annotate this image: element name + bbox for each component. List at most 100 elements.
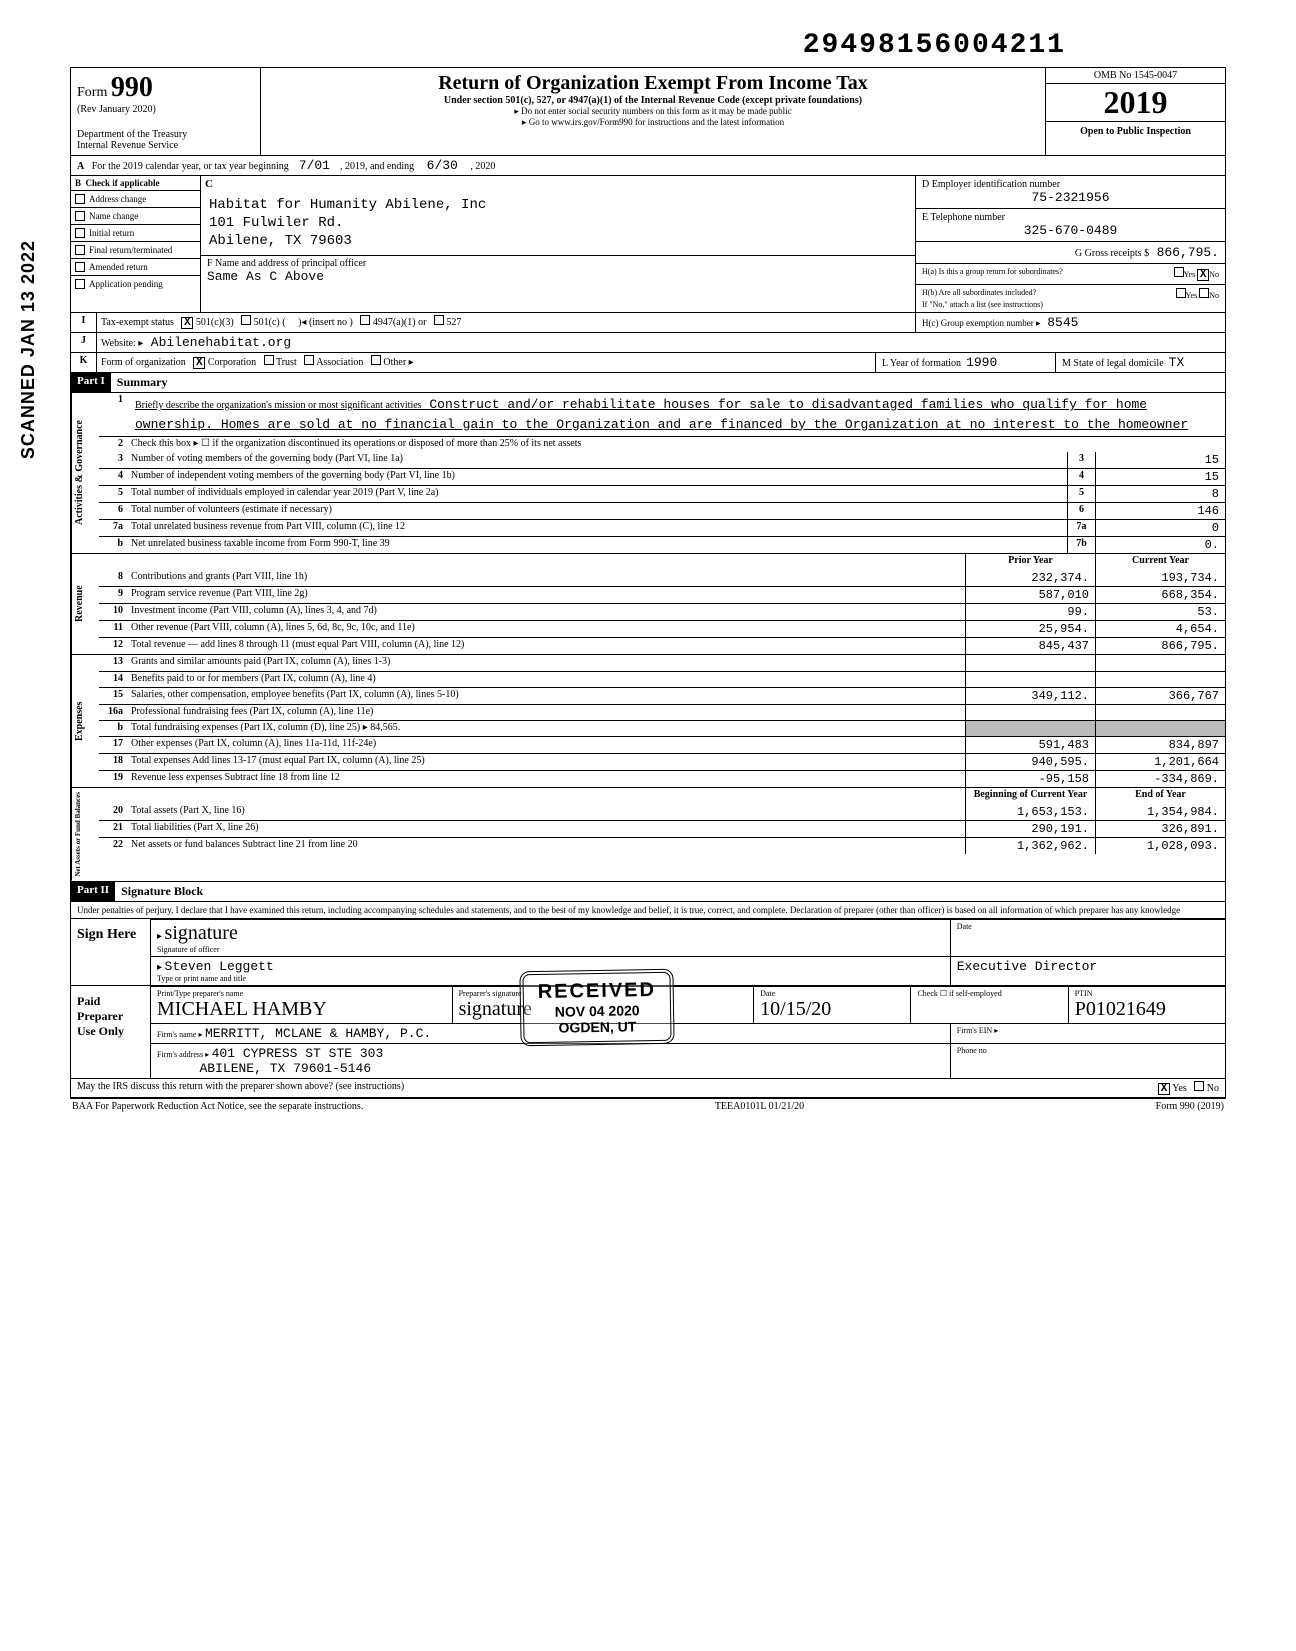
hc-value: 8545: [1047, 315, 1078, 330]
form-label: Form: [77, 85, 107, 100]
form-subtitle: Under section 501(c), 527, or 4947(a)(1)…: [265, 95, 1041, 106]
hb-no: No: [1209, 291, 1219, 300]
ptin-label: PTIN: [1075, 989, 1219, 998]
officer-signature: signature: [165, 922, 238, 944]
line1-lead: Briefly describe the organization's miss…: [135, 400, 422, 411]
checkbox-name-change[interactable]: [75, 211, 85, 221]
i-501c-box[interactable]: [241, 315, 251, 325]
hc-label: H(c) Group exemption number ▸: [922, 318, 1041, 328]
table-row: 13 Grants and similar amounts paid (Part…: [99, 655, 1225, 671]
sig-officer-label: Signature of officer: [157, 945, 944, 954]
scanned-stamp: SCANNED JAN 13 2022: [18, 240, 39, 459]
gov-tab: Activities & Governance: [71, 393, 99, 553]
k-label: Form of organization: [101, 357, 186, 368]
b-header: Check if applicable: [86, 178, 160, 188]
table-row: 20 Total assets (Part X, line 16) 1,653,…: [99, 804, 1225, 820]
gov-row: 5 Total number of individuals employed i…: [99, 485, 1225, 502]
org-name: Habitat for Humanity Abilene, Inc: [209, 196, 907, 214]
part2-tag: Part II: [71, 882, 115, 901]
checkbox-initial-return[interactable]: [75, 228, 85, 238]
table-row: 11 Other revenue (Part VIII, column (A),…: [99, 620, 1225, 637]
checkbox-final-return[interactable]: [75, 245, 85, 255]
k-assoc-box[interactable]: [304, 355, 314, 365]
prior-year-hdr: Prior Year: [965, 554, 1095, 570]
hb-label: H(b) Are all subordinates included?: [922, 288, 1036, 300]
form-rev: (Rev January 2020): [77, 104, 254, 115]
officer-title: Executive Director: [951, 957, 1225, 985]
hb-no-box[interactable]: [1199, 288, 1209, 298]
k-corp-box[interactable]: X: [193, 357, 205, 369]
footer-mid: TEEA0101L 01/21/20: [715, 1101, 804, 1112]
k-trust: Trust: [276, 357, 297, 368]
firm-addr-label: Firm's address ▸: [157, 1050, 209, 1059]
checkbox-pending[interactable]: [75, 279, 85, 289]
b-item-0: Address change: [89, 194, 146, 204]
k-trust-box[interactable]: [264, 355, 274, 365]
table-row: 14 Benefits paid to or for members (Part…: [99, 671, 1225, 687]
k-other-box[interactable]: [371, 355, 381, 365]
firm-addr1: 401 CYPRESS ST STE 303: [212, 1046, 384, 1061]
part1-title: Summary: [111, 373, 174, 392]
b-item-4: Amended return: [89, 262, 148, 272]
officer-name: Steven Leggett: [165, 959, 274, 974]
document-id: 29498156004211: [70, 30, 1066, 61]
k-assoc: Association: [316, 357, 363, 368]
b-item-3: Final return/terminated: [89, 245, 172, 255]
gov-row: 4 Number of independent voting members o…: [99, 468, 1225, 485]
i-501c3: 501(c)(3): [196, 317, 234, 328]
l-label: L Year of formation: [882, 358, 961, 369]
discuss-no-box[interactable]: [1194, 1081, 1204, 1091]
section-bcd: B Check if applicable Address change Nam…: [70, 176, 1226, 313]
part2-header: Part II Signature Block: [70, 882, 1226, 902]
form-note-1: ▸ Do not enter social security numbers o…: [265, 106, 1041, 117]
table-row: 19 Revenue less expenses Subtract line 1…: [99, 770, 1225, 787]
i-4947-box[interactable]: [360, 315, 370, 325]
firm-ein-label: Firm's EIN ▸: [951, 1024, 1225, 1043]
tax-year-end: 6/30: [427, 158, 458, 173]
i-527-box[interactable]: [434, 315, 444, 325]
table-row: b Total fundraising expenses (Part IX, c…: [99, 720, 1225, 736]
m-value: TX: [1169, 355, 1185, 370]
phone-label: Phone no: [951, 1044, 1225, 1078]
ha-no: No: [1209, 270, 1219, 279]
ptin-value: P01021649: [1075, 998, 1166, 1020]
ha-no-box[interactable]: X: [1197, 269, 1209, 281]
discuss-yes: Yes: [1172, 1083, 1187, 1094]
line-a-tail: , 2020: [470, 161, 495, 172]
hb-yes-box[interactable]: [1176, 288, 1186, 298]
perjury-text: Under penalties of perjury, I declare th…: [71, 902, 1225, 918]
discuss-question: May the IRS discuss this return with the…: [77, 1081, 404, 1095]
d-label: D Employer identification number: [922, 179, 1219, 190]
net-section: Net Assets or Fund Balances Beginning of…: [70, 788, 1226, 882]
table-row: 22 Net assets or fund balances Subtract …: [99, 837, 1225, 854]
part1-tag: Part I: [71, 373, 111, 392]
prep-date-label: Date: [760, 989, 904, 998]
form-number: 990: [111, 72, 153, 103]
pt-label: Print/Type preparer's name: [157, 989, 446, 998]
footer-right: Form 990 (2019): [1156, 1101, 1224, 1112]
gov-section: Activities & Governance 1 Briefly descri…: [70, 393, 1226, 554]
row-j: J Website: ▸ Abilenehabitat.org: [70, 333, 1226, 353]
checkbox-amended[interactable]: [75, 262, 85, 272]
table-row: 12 Total revenue — add lines 8 through 1…: [99, 637, 1225, 654]
checkbox-address-change[interactable]: [75, 194, 85, 204]
ha-yes-box[interactable]: [1174, 267, 1184, 277]
line-a-mid: , 2019, and ending: [340, 161, 414, 172]
b-item-2: Initial return: [89, 228, 134, 238]
form-title: Return of Organization Exempt From Incom…: [265, 72, 1041, 95]
current-year-hdr: Current Year: [1095, 554, 1225, 570]
discuss-yes-box[interactable]: X: [1158, 1083, 1170, 1095]
j-label: Website: ▸: [101, 338, 143, 349]
self-employed-check: Check ☐ if self-employed: [911, 987, 1068, 1023]
row-i: I Tax-exempt status X 501(c)(3) 501(c) (…: [70, 313, 1226, 333]
ein-value: 75-2321956: [922, 190, 1219, 205]
preparer-date: 10/15/20: [760, 998, 831, 1020]
line2-text: Check this box ▸ ☐ if the organization d…: [127, 437, 1225, 452]
open-to-public: Open to Public Inspection: [1046, 122, 1225, 141]
i-501c3-box[interactable]: X: [181, 317, 193, 329]
end-year-hdr: End of Year: [1095, 788, 1225, 804]
b-item-5: Application pending: [89, 279, 163, 289]
officer-header: F Name and address of principal officer: [207, 258, 909, 269]
rev-section: Revenue Prior Year Current Year 8 Contri…: [70, 554, 1226, 655]
website-value: Abilenehabitat.org: [151, 335, 291, 350]
